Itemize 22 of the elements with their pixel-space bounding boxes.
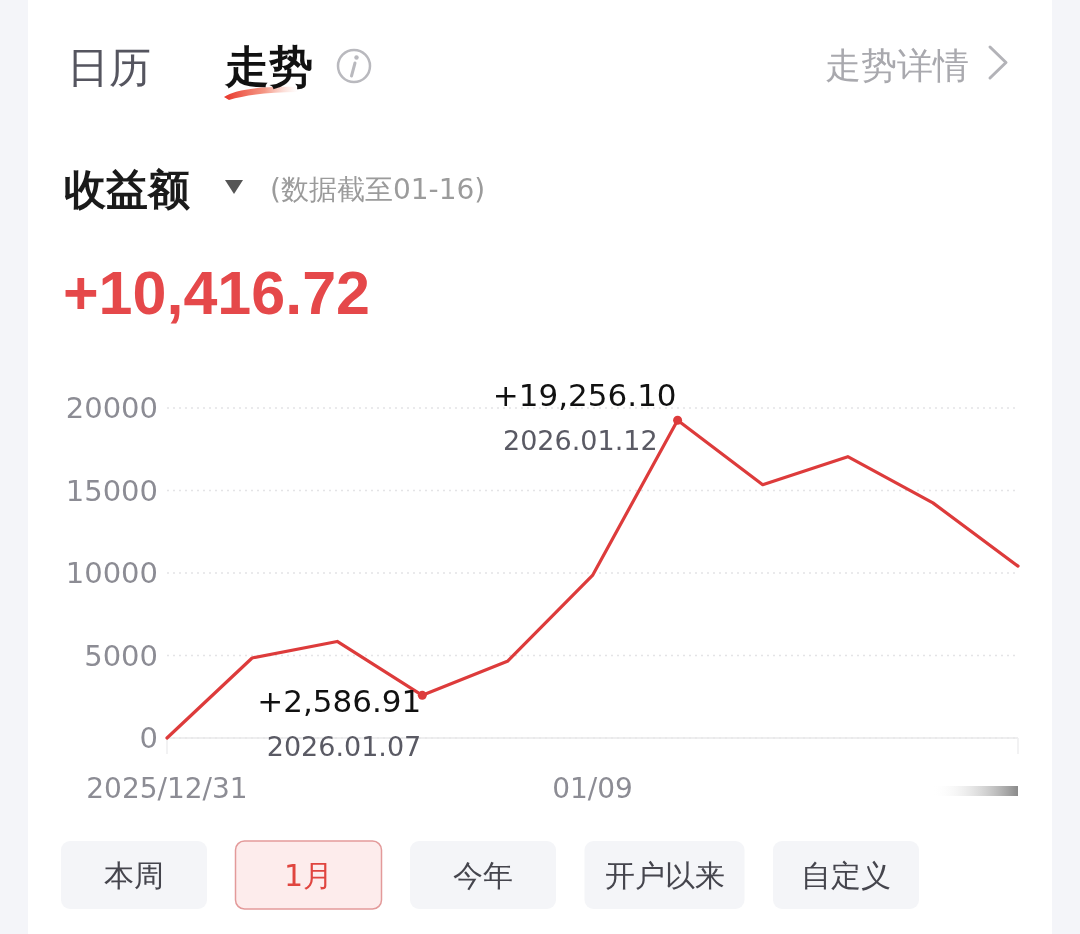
- y-tick-label: 10000: [65, 556, 158, 591]
- x-tick-label: 01/09: [552, 772, 633, 805]
- annotation: 2026.01.07: [266, 731, 422, 763]
- text: +10,416.72: [63, 259, 370, 327]
- text: 走势详情: [825, 45, 969, 86]
- chart-subtitle: (数据截至01-16): [270, 173, 486, 206]
- text: 开户以来: [604, 858, 725, 893]
- y-tick-label: 15000: [65, 473, 158, 508]
- text: 走势: [224, 41, 313, 92]
- x-tick-label: 2025/12/31: [86, 772, 248, 805]
- chart-title: 收益额: [64, 165, 190, 214]
- text: 今年: [453, 858, 513, 893]
- text: 1月: [283, 858, 334, 893]
- annotation: 2026.01.12: [503, 425, 658, 457]
- text: 本周: [104, 858, 164, 893]
- text: 自定义: [801, 858, 891, 893]
- y-tick-label: 5000: [84, 638, 158, 673]
- y-tick-label: 0: [139, 721, 158, 756]
- text: 日历: [67, 43, 151, 92]
- annotation: +2,586.91: [257, 683, 422, 720]
- annotation: +19,256.10: [492, 377, 677, 414]
- y-tick-label: 20000: [65, 391, 158, 426]
